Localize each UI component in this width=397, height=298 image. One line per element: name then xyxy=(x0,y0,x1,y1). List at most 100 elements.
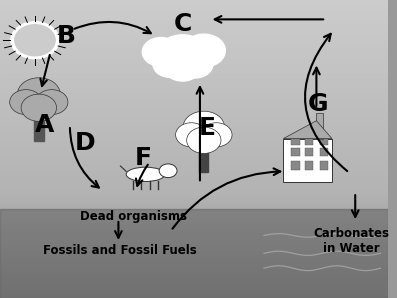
Bar xyxy=(0,57,388,60)
Bar xyxy=(305,136,313,145)
Bar xyxy=(291,148,300,156)
Bar xyxy=(0,54,388,57)
Bar xyxy=(0,12,388,15)
Bar xyxy=(0,74,388,77)
Bar xyxy=(0,86,388,89)
Bar xyxy=(0,241,388,244)
Bar xyxy=(0,229,388,232)
Bar xyxy=(0,238,388,241)
Bar xyxy=(0,197,388,200)
Bar xyxy=(0,42,388,45)
Bar xyxy=(0,3,388,6)
Bar xyxy=(0,21,388,24)
Bar xyxy=(199,142,208,172)
Bar xyxy=(0,72,388,74)
Bar xyxy=(320,148,328,156)
Bar xyxy=(0,280,388,283)
Bar xyxy=(0,158,388,161)
Bar xyxy=(0,224,388,226)
Bar xyxy=(0,268,388,271)
Text: C: C xyxy=(173,12,192,36)
Circle shape xyxy=(35,90,68,114)
Bar xyxy=(291,136,300,145)
Bar xyxy=(0,104,388,107)
Bar xyxy=(0,206,388,209)
Bar xyxy=(0,80,388,83)
Bar xyxy=(0,140,388,143)
Bar xyxy=(305,148,313,156)
Bar xyxy=(0,98,388,101)
Bar xyxy=(0,265,388,268)
Bar xyxy=(0,274,388,277)
Bar xyxy=(0,113,388,116)
Bar xyxy=(0,89,388,92)
Bar xyxy=(0,131,388,134)
Circle shape xyxy=(175,123,207,147)
Bar xyxy=(0,125,388,128)
Polygon shape xyxy=(283,121,332,139)
Bar xyxy=(0,200,388,203)
Bar xyxy=(0,134,388,137)
Circle shape xyxy=(183,111,225,143)
Text: D: D xyxy=(75,131,96,155)
Bar xyxy=(0,253,388,256)
Bar xyxy=(0,221,388,224)
Bar xyxy=(0,137,388,140)
Bar xyxy=(0,69,388,72)
Bar xyxy=(0,95,388,98)
Bar xyxy=(0,244,388,247)
Bar xyxy=(0,194,388,197)
Bar xyxy=(0,256,388,259)
Bar xyxy=(0,262,388,265)
Bar xyxy=(320,136,328,145)
Text: Fossils and Fossil Fuels: Fossils and Fossil Fuels xyxy=(44,244,197,257)
Bar xyxy=(0,295,388,298)
Bar xyxy=(291,161,300,170)
Bar xyxy=(0,107,388,110)
Bar xyxy=(0,116,388,119)
Ellipse shape xyxy=(126,167,165,181)
Circle shape xyxy=(153,51,187,77)
Text: A: A xyxy=(35,113,54,137)
Bar xyxy=(305,161,313,170)
Bar xyxy=(0,212,388,215)
Bar xyxy=(0,6,388,9)
Bar xyxy=(0,39,388,42)
Bar xyxy=(0,259,388,262)
Bar xyxy=(0,45,388,48)
Circle shape xyxy=(15,25,55,56)
Bar xyxy=(0,286,388,289)
Bar xyxy=(0,232,388,235)
Bar xyxy=(0,292,388,295)
Bar xyxy=(0,164,388,167)
Bar xyxy=(0,277,388,280)
Circle shape xyxy=(183,34,225,67)
Bar xyxy=(0,66,388,69)
Bar xyxy=(0,146,388,149)
Bar xyxy=(0,30,388,33)
Bar xyxy=(0,215,388,218)
Bar xyxy=(316,113,324,139)
Bar xyxy=(0,152,388,155)
Bar xyxy=(0,155,388,158)
Bar xyxy=(0,122,388,125)
Bar xyxy=(0,60,388,63)
Bar xyxy=(0,235,388,238)
Circle shape xyxy=(177,51,213,78)
Bar xyxy=(0,179,388,182)
Bar xyxy=(34,110,44,141)
Bar xyxy=(0,226,388,229)
Bar xyxy=(0,119,388,122)
Bar xyxy=(0,33,388,36)
Bar xyxy=(0,27,388,30)
Bar xyxy=(0,143,388,146)
Bar xyxy=(0,92,388,95)
Text: Dead organisms: Dead organisms xyxy=(81,209,187,223)
Text: F: F xyxy=(135,146,152,170)
Bar xyxy=(0,209,388,212)
Circle shape xyxy=(10,90,42,114)
Bar xyxy=(320,161,328,170)
Bar xyxy=(0,173,388,176)
Bar xyxy=(0,250,388,253)
Circle shape xyxy=(11,22,59,59)
